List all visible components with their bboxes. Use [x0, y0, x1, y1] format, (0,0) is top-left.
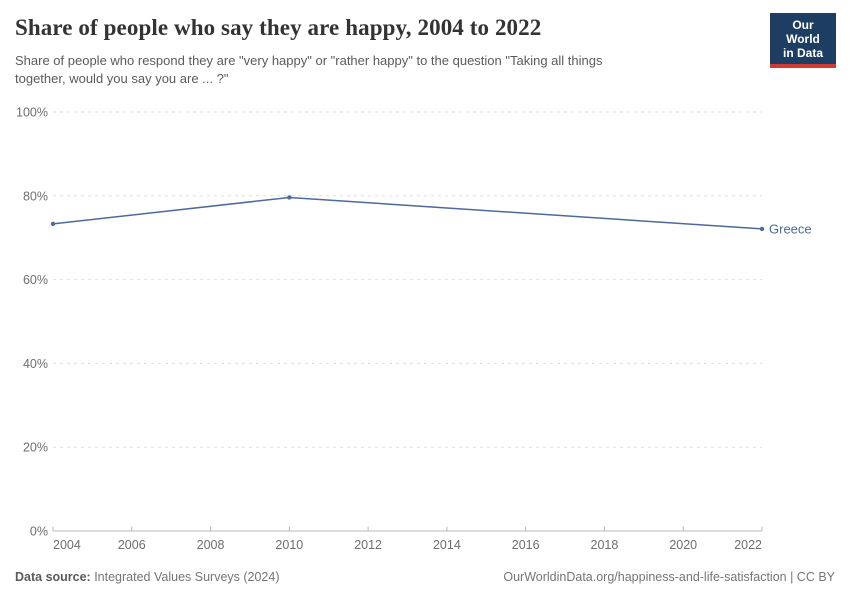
owid-logo-line1: Our World: [786, 18, 820, 46]
data-point-marker[interactable]: [759, 226, 765, 232]
y-tick-label: 0%: [30, 525, 48, 539]
x-tick-label: 2004: [53, 538, 81, 552]
x-tick-label: 2016: [512, 538, 540, 552]
x-tick-label: 2014: [433, 538, 461, 552]
chart-subtitle-line2: together, would you say you are ... ?": [15, 71, 229, 86]
x-tick-label: 2020: [669, 538, 697, 552]
x-tick-label: 2006: [118, 538, 146, 552]
data-point-marker[interactable]: [287, 195, 292, 200]
data-point-marker[interactable]: [50, 221, 56, 227]
x-tick-label: 2010: [275, 538, 303, 552]
y-tick-label: 20%: [23, 441, 48, 455]
chart-subtitle-line1: Share of people who respond they are "ve…: [15, 53, 603, 68]
data-source-value: Integrated Values Surveys (2024): [90, 570, 280, 584]
series-end-label[interactable]: Greece: [769, 221, 812, 236]
owid-logo-line2: in Data: [782, 46, 823, 60]
x-tick-label: 2022: [734, 538, 762, 552]
page-title: Share of people who say they are happy, …: [15, 15, 542, 40]
owid-logo: Our World in Data: [770, 13, 836, 68]
x-tick-label: 2008: [197, 538, 225, 552]
y-tick-label: 80%: [23, 189, 48, 203]
owid-url-link[interactable]: OurWorldinData.org/happiness-and-life-sa…: [503, 570, 835, 584]
x-tick-label: 2012: [354, 538, 382, 552]
chart-footer: Data source: Integrated Values Surveys (…: [15, 569, 835, 585]
series-line-greece[interactable]: [52, 196, 763, 230]
y-tick-label: 60%: [23, 273, 48, 287]
y-tick-label: 40%: [23, 357, 48, 371]
data-source-label: Data source:: [15, 570, 91, 584]
chart-subtitle: Share of people who respond they are "ve…: [15, 52, 715, 88]
y-tick-label: 100%: [16, 106, 48, 120]
x-tick-label: 2018: [591, 538, 619, 552]
data-source: Data source: Integrated Values Surveys (…: [15, 569, 280, 585]
